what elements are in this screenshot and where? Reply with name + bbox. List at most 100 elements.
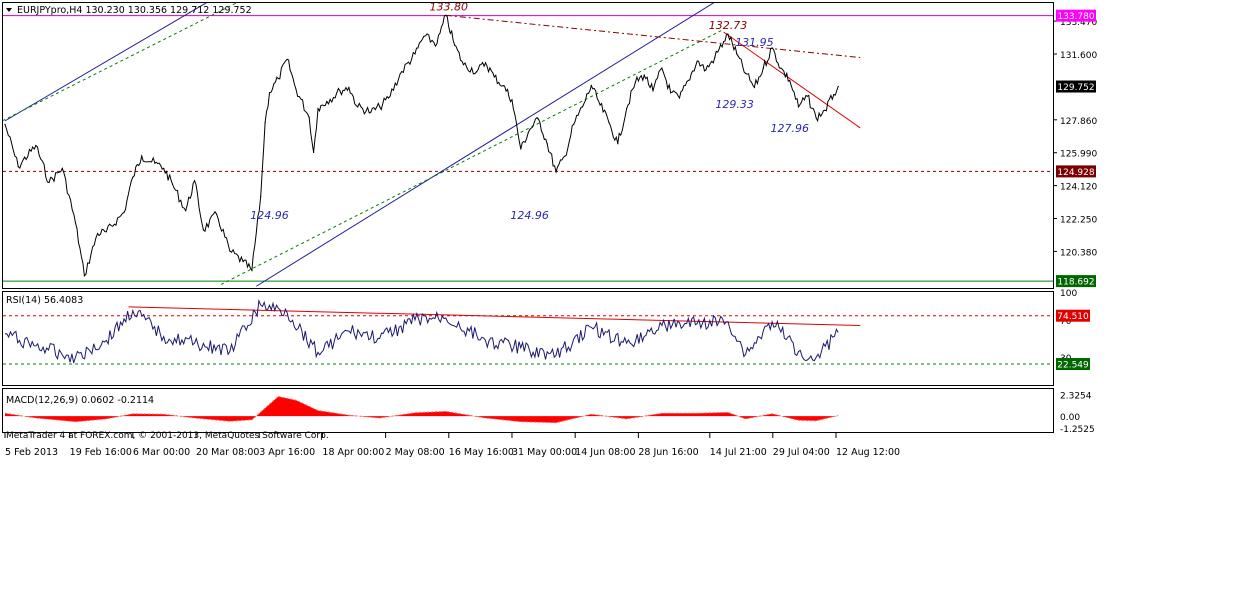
trend-line [723, 31, 861, 129]
rsi-y-tick-label: 70 [1060, 317, 1072, 327]
rsi-header: RSI(14) 56.4083 [6, 295, 83, 306]
rsi-level-badge [1056, 358, 1090, 371]
price-point [617, 143, 619, 145]
x-tick-label: 20 Mar 08:00 [196, 447, 259, 458]
price-point [185, 209, 187, 212]
rsi-level-badge [1056, 309, 1090, 322]
price-point [714, 56, 716, 59]
price-point [268, 92, 271, 94]
price-point [154, 162, 156, 164]
x-tick-label: 29 Jul 04:00 [773, 447, 830, 458]
price-badge [1056, 80, 1096, 93]
price-badge [1056, 9, 1096, 22]
price-badge-label: 133.780 [1057, 12, 1094, 22]
x-tick-label: 19 Feb 16:00 [70, 447, 132, 458]
price-point [423, 35, 425, 38]
trend-line [3, 3, 238, 122]
price-point [511, 99, 513, 101]
price-point [251, 269, 253, 272]
price-point [17, 166, 19, 168]
x-tick-label: 2 May 08:00 [386, 447, 445, 458]
price-point [35, 144, 37, 147]
price-point [833, 93, 835, 96]
y-tick-label: 131.600 [1060, 51, 1097, 61]
price-point [454, 44, 456, 46]
macd-y-tick-label: -1.2525 [1060, 425, 1095, 435]
price-point [745, 72, 747, 74]
price-point [445, 14, 447, 16]
price-point [643, 74, 645, 76]
price-point [401, 71, 403, 73]
price-point [652, 90, 654, 92]
price-point [771, 47, 773, 49]
x-tick-label: 3 Apr 16:00 [259, 447, 315, 458]
x-tick-label: 18 Apr 00:00 [322, 447, 384, 458]
price-point [797, 106, 800, 108]
trend-line [220, 28, 724, 285]
price-point [202, 229, 204, 231]
trend-line [4, 3, 207, 122]
macd-y-tick-label: 2.3254 [1060, 391, 1092, 401]
macd-header: MACD(12,26,9) 0.0602 -0.2114 [6, 395, 154, 406]
price-point [789, 79, 791, 82]
price-point [83, 275, 85, 277]
y-tick-label: 124.120 [1060, 183, 1097, 193]
price-point [61, 167, 63, 169]
copyright-text: MetaTrader 4 at FOREX.com, © 2001-2013, … [6, 431, 329, 441]
price-point [348, 86, 350, 89]
price-point [705, 69, 707, 71]
price-point [815, 117, 817, 119]
price-point [436, 42, 438, 45]
x-tick-label: 5 Feb 2013 [5, 447, 58, 458]
x-tick-label: 16 May 16:00 [449, 447, 514, 458]
price-point [132, 176, 134, 178]
rsi-y-tick-label: 100 [1060, 289, 1077, 299]
price-point [762, 67, 764, 69]
price-point [555, 171, 557, 173]
price-point [171, 183, 174, 185]
price-annotation: 129.33 [715, 98, 754, 111]
price-point [581, 106, 584, 108]
trend-line [256, 3, 715, 287]
price-point [806, 95, 808, 97]
x-tick-label: 6 Mar 00:00 [133, 447, 190, 458]
x-tick-label: 12 Aug 12:00 [836, 447, 900, 458]
price-point [308, 116, 310, 118]
rsi-trend-line [128, 306, 861, 326]
price-point [326, 100, 328, 103]
price-point [379, 106, 381, 108]
price-point [414, 53, 416, 55]
price-point [537, 118, 540, 120]
price-point [387, 97, 390, 99]
triangle-down-icon[interactable] [6, 8, 12, 12]
price-point [590, 85, 592, 87]
price-point [573, 123, 575, 125]
price-point [4, 123, 6, 125]
price-point [74, 222, 77, 224]
price-point [546, 143, 548, 145]
x-tick-label: 14 Jun 08:00 [575, 447, 635, 458]
price-point [277, 78, 279, 80]
price-annotation: 133.80 [430, 0, 469, 13]
price-point [123, 211, 125, 213]
price-point [242, 261, 244, 263]
price-point [312, 151, 315, 154]
price-point [625, 107, 628, 110]
price-annotation: 132.73 [709, 19, 748, 32]
price-point [736, 53, 738, 55]
price-point [193, 180, 196, 182]
price-point [661, 67, 663, 69]
y-tick-label: 122.250 [1060, 216, 1097, 226]
price-point [634, 81, 637, 83]
price-point [163, 167, 165, 169]
price-annotation: 124.96 [250, 209, 289, 222]
price-point [141, 155, 143, 157]
price-point [529, 129, 531, 131]
price-point [216, 213, 218, 215]
symbol-header: EURJPYpro,H4 130.230 130.356 129.712 129… [6, 5, 252, 16]
rsi-line [4, 298, 839, 364]
price-point [264, 122, 266, 124]
price-point [229, 250, 231, 252]
price-point [696, 60, 698, 62]
